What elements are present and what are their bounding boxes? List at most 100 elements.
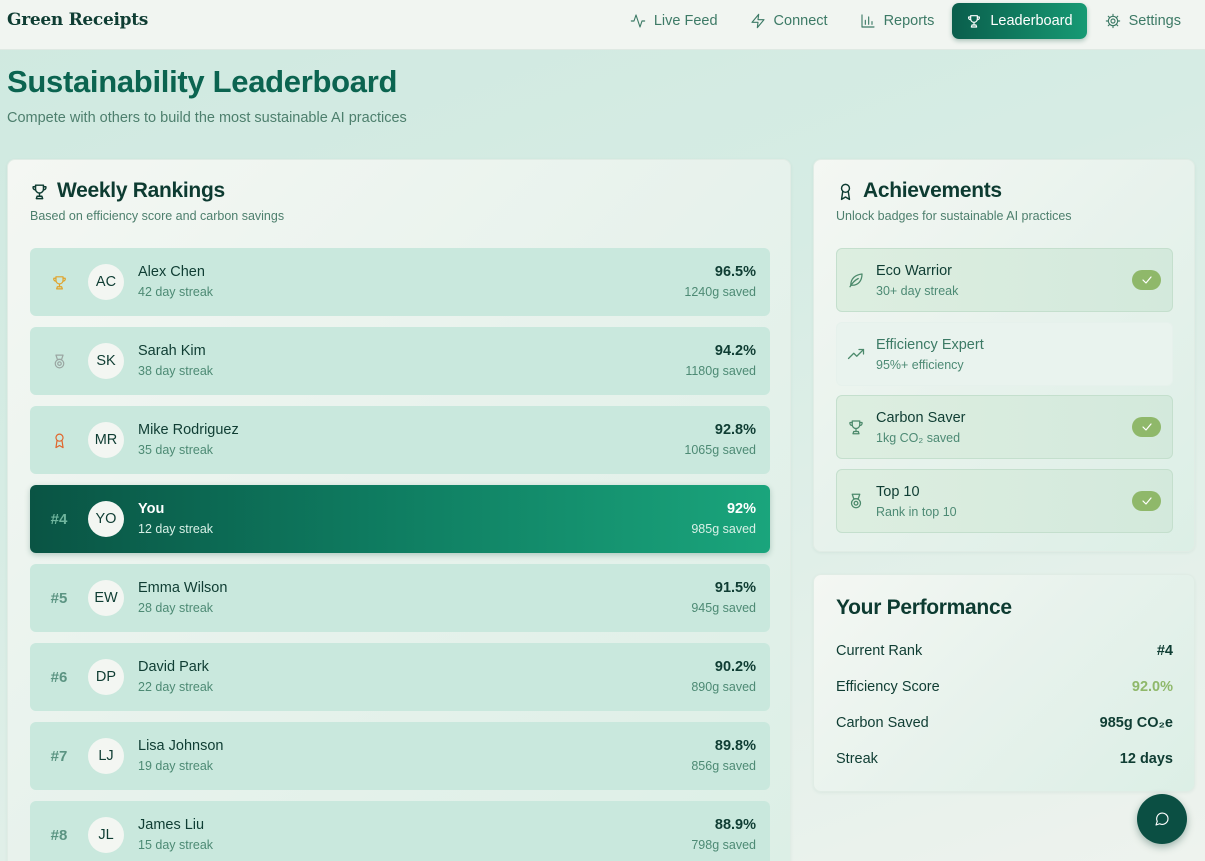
perf-label: Efficiency Score: [836, 679, 940, 695]
badge-desc: Rank in top 10: [876, 505, 957, 519]
row-streak: 42 day streak: [138, 285, 214, 299]
badge-name: Top 10: [876, 484, 920, 500]
trophy-icon: [968, 15, 981, 28]
perf-label: Carbon Saved: [836, 715, 929, 731]
rank-number: #6: [50, 668, 68, 686]
weekly-rankings-card: Weekly Rankings Based on efficiency scor…: [7, 159, 791, 861]
row-score: 89.8%: [714, 738, 756, 754]
ranking-row[interactable]: #6 DP David Park 22 day streak 90.2% 890…: [30, 643, 770, 711]
ranking-row[interactable]: #8 JL James Liu 15 day streak 88.9% 798g…: [30, 801, 770, 861]
badge-efficiency-expert[interactable]: Efficiency Expert 95%+ efficiency: [836, 322, 1173, 386]
rank-medal: [42, 428, 76, 452]
weekly-rankings-subtitle: Based on efficiency score and carbon sav…: [30, 209, 285, 223]
row-name: James Liu: [138, 817, 205, 833]
row-score: 92.8%: [714, 422, 756, 438]
check-icon: [1141, 423, 1152, 431]
perf-label: Current Rank: [836, 643, 923, 659]
badge-desc: 1kg CO₂ saved: [876, 431, 961, 445]
ranking-row-current-user[interactable]: #4 YO You 12 day streak 92% 985g saved: [30, 485, 770, 553]
row-score: 90.2%: [714, 659, 756, 675]
award-icon: [840, 183, 851, 200]
row-streak: 19 day streak: [138, 759, 214, 773]
badge-top-10[interactable]: Top 10 Rank in top 10: [836, 469, 1173, 533]
check-icon: [1141, 276, 1152, 284]
badge-name: Efficiency Expert: [876, 337, 984, 353]
avatar: MR: [88, 422, 124, 458]
gear-icon: [1105, 13, 1120, 29]
achievements-card: Achievements Unlock badges for sustainab…: [813, 159, 1195, 552]
row-saved: 1180g saved: [685, 364, 756, 378]
avatar: LJ: [88, 738, 124, 774]
badge-icon: [847, 492, 865, 510]
perf-row-carbon-saved: Carbon Saved 985g CO₂e: [836, 715, 1173, 735]
achievements-title: Achievements: [863, 179, 1002, 202]
avatar: YO: [88, 501, 124, 537]
row-saved: 1240g saved: [684, 285, 756, 299]
main-nav: Live Feed Connect Reports Leaderboard Se…: [616, 3, 1195, 39]
leaf-icon: [849, 273, 863, 288]
bronze-award-icon: [54, 433, 64, 448]
check-icon: [1141, 497, 1152, 505]
row-name: Sarah Kim: [138, 343, 206, 359]
badge-name: Carbon Saver: [876, 410, 966, 426]
badge-icon: [847, 271, 865, 289]
badge-desc: 95%+ efficiency: [876, 358, 964, 372]
badge-carbon-saver[interactable]: Carbon Saver 1kg CO₂ saved: [836, 395, 1173, 459]
row-name: Mike Rodriguez: [138, 422, 239, 438]
badge-icon: [847, 418, 865, 436]
chat-bubble-icon: [1155, 812, 1169, 826]
row-name: You: [138, 501, 165, 517]
badge-eco-warrior[interactable]: Eco Warrior 30+ day streak: [836, 248, 1173, 312]
row-streak: 28 day streak: [138, 601, 214, 615]
rank-medal: [42, 349, 76, 373]
avatar: DP: [88, 659, 124, 695]
nav-connect[interactable]: Connect: [736, 3, 842, 39]
rank-number: #5: [50, 589, 68, 607]
perf-row-efficiency-score: Efficiency Score 92.0%: [836, 679, 1173, 699]
row-streak: 22 day streak: [138, 680, 214, 694]
rank-number: #7: [50, 747, 68, 765]
nav-reports[interactable]: Reports: [846, 3, 949, 39]
row-name: Emma Wilson: [138, 580, 228, 596]
rank-medal: [42, 270, 76, 294]
row-saved: 798g saved: [691, 838, 756, 852]
ranking-row[interactable]: SK Sarah Kim 38 day streak 94.2% 1180g s…: [30, 327, 770, 395]
row-name: David Park: [138, 659, 209, 675]
row-streak: 38 day streak: [138, 364, 214, 378]
row-saved: 856g saved: [691, 759, 756, 773]
silver-medal-icon: [54, 354, 64, 368]
row-name: Alex Chen: [138, 264, 205, 280]
chat-button[interactable]: [1137, 794, 1187, 844]
row-score: 91.5%: [714, 580, 756, 596]
row-saved: 985g saved: [691, 522, 756, 536]
ranking-row[interactable]: MR Mike Rodriguez 35 day streak 92.8% 10…: [30, 406, 770, 474]
perf-row-streak: Streak 12 days: [836, 751, 1173, 771]
performance-title: Your Performance: [836, 596, 1012, 619]
badge-desc: 30+ day streak: [876, 284, 959, 298]
rank-number: #8: [50, 826, 68, 844]
perf-row-current-rank: Current Rank #4: [836, 643, 1173, 663]
nav-settings-label: Settings: [1128, 13, 1181, 29]
trophy-icon: [849, 420, 863, 435]
achievements-heading: Achievements: [836, 179, 1002, 203]
page-subtitle: Compete with others to build the most su…: [7, 110, 407, 126]
row-score: 94.2%: [714, 343, 756, 359]
avatar: EW: [88, 580, 124, 616]
ranking-row[interactable]: AC Alex Chen 42 day streak 96.5% 1240g s…: [30, 248, 770, 316]
activity-icon: [630, 14, 646, 28]
ranking-row[interactable]: #7 LJ Lisa Johnson 19 day streak 89.8% 8…: [30, 722, 770, 790]
trending-up-icon: [847, 348, 865, 360]
perf-label: Streak: [836, 751, 878, 767]
perf-value: #4: [1156, 643, 1173, 659]
nav-live-feed[interactable]: Live Feed: [616, 3, 732, 39]
row-score: 92%: [726, 501, 756, 517]
performance-card: Your Performance Current Rank #4 Efficie…: [813, 574, 1195, 792]
nav-leaderboard[interactable]: Leaderboard: [952, 3, 1087, 39]
badge-icon: [847, 345, 865, 363]
row-saved: 1065g saved: [684, 443, 756, 457]
row-saved: 945g saved: [691, 601, 756, 615]
unlocked-check-badge: [1132, 270, 1161, 290]
nav-settings[interactable]: Settings: [1091, 3, 1195, 39]
ranking-row[interactable]: #5 EW Emma Wilson 28 day streak 91.5% 94…: [30, 564, 770, 632]
brand-logo[interactable]: Green Receipts: [7, 10, 149, 30]
